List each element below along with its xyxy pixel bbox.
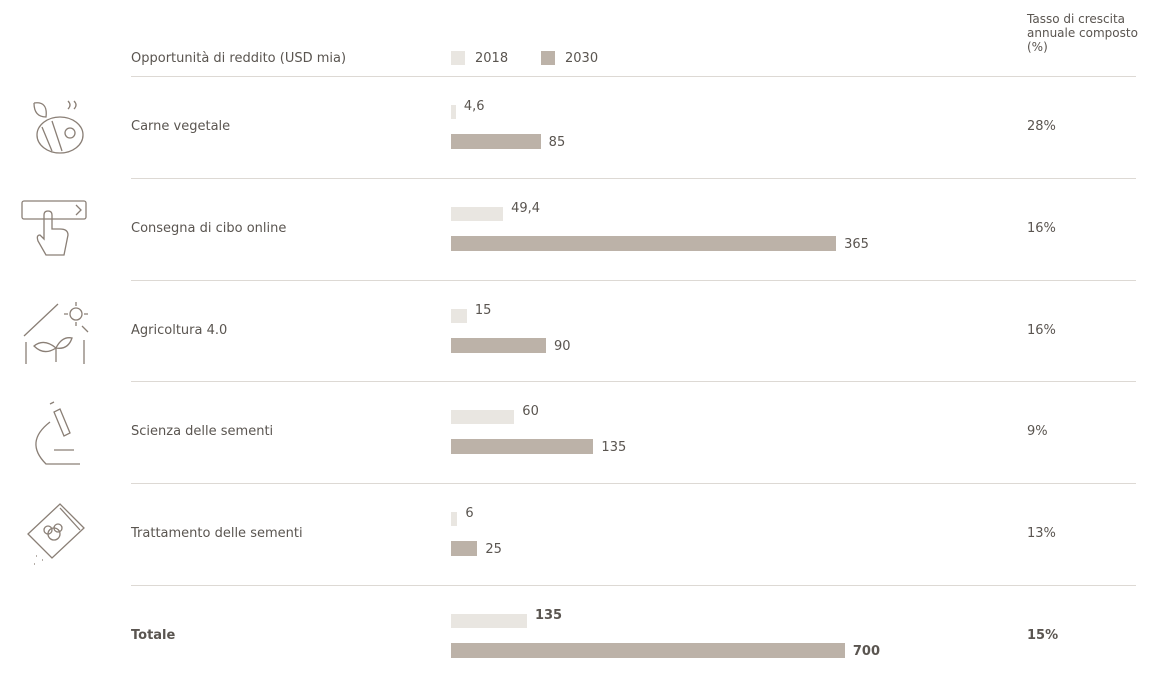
header-growth: Tasso di crescita annuale composto (%) bbox=[1027, 12, 1138, 54]
value-label: 60 bbox=[522, 404, 539, 420]
icon-seeds bbox=[27, 503, 85, 565]
bar bbox=[451, 206, 504, 221]
legend-swatch bbox=[541, 51, 555, 65]
growth: 13% bbox=[1027, 526, 1056, 542]
value-label: 6 bbox=[465, 506, 474, 522]
value-label: 135 bbox=[534, 608, 563, 623]
header-label: Opportunità di reddito (USD mia) bbox=[131, 51, 347, 66]
icon-agri bbox=[23, 302, 89, 364]
growth: 16% bbox=[1027, 220, 1056, 236]
bar bbox=[451, 105, 456, 119]
bar bbox=[451, 308, 467, 323]
legend-swatch bbox=[451, 51, 465, 65]
row-label: Scienza delle sementi bbox=[131, 424, 274, 440]
legend-label: 2018 bbox=[475, 51, 509, 66]
value-label: 700 bbox=[852, 644, 880, 659]
value-label: 85 bbox=[548, 135, 566, 150]
icon-microscope bbox=[35, 401, 80, 465]
value-label: 90 bbox=[553, 338, 571, 354]
row-label: Consegna di cibo online bbox=[131, 220, 287, 236]
icon-delivery bbox=[21, 200, 87, 256]
bar bbox=[451, 235, 837, 251]
bar bbox=[451, 337, 546, 353]
growth: 15% bbox=[1027, 628, 1059, 643]
value-label: 49,4 bbox=[511, 200, 541, 216]
row-separator bbox=[131, 279, 1136, 281]
growth: 28% bbox=[1027, 119, 1056, 134]
bar bbox=[451, 512, 458, 527]
row-label: Totale bbox=[131, 628, 176, 643]
icon-meat bbox=[33, 100, 84, 154]
value-label: 135 bbox=[601, 440, 627, 456]
bar bbox=[451, 134, 541, 149]
value-label: 4,6 bbox=[463, 99, 485, 114]
value-label: 25 bbox=[485, 542, 502, 558]
bar bbox=[451, 439, 594, 455]
row-separator bbox=[131, 76, 1136, 77]
row-label: Trattamento delle sementi bbox=[131, 526, 303, 542]
legend-label: 2030 bbox=[565, 51, 599, 66]
row-label: Carne vegetale bbox=[131, 119, 231, 134]
bar bbox=[451, 541, 478, 557]
row-separator bbox=[131, 381, 1136, 383]
growth: 16% bbox=[1027, 322, 1056, 338]
bar bbox=[451, 643, 845, 658]
row-separator bbox=[131, 585, 1136, 586]
bar bbox=[451, 410, 515, 425]
growth: 9% bbox=[1027, 424, 1048, 440]
value-label: 365 bbox=[844, 236, 869, 252]
row-label: Agricoltura 4.0 bbox=[131, 322, 228, 338]
row-separator bbox=[131, 177, 1136, 179]
bar bbox=[451, 614, 527, 628]
row-separator bbox=[131, 483, 1136, 485]
value-label: 15 bbox=[474, 302, 492, 318]
